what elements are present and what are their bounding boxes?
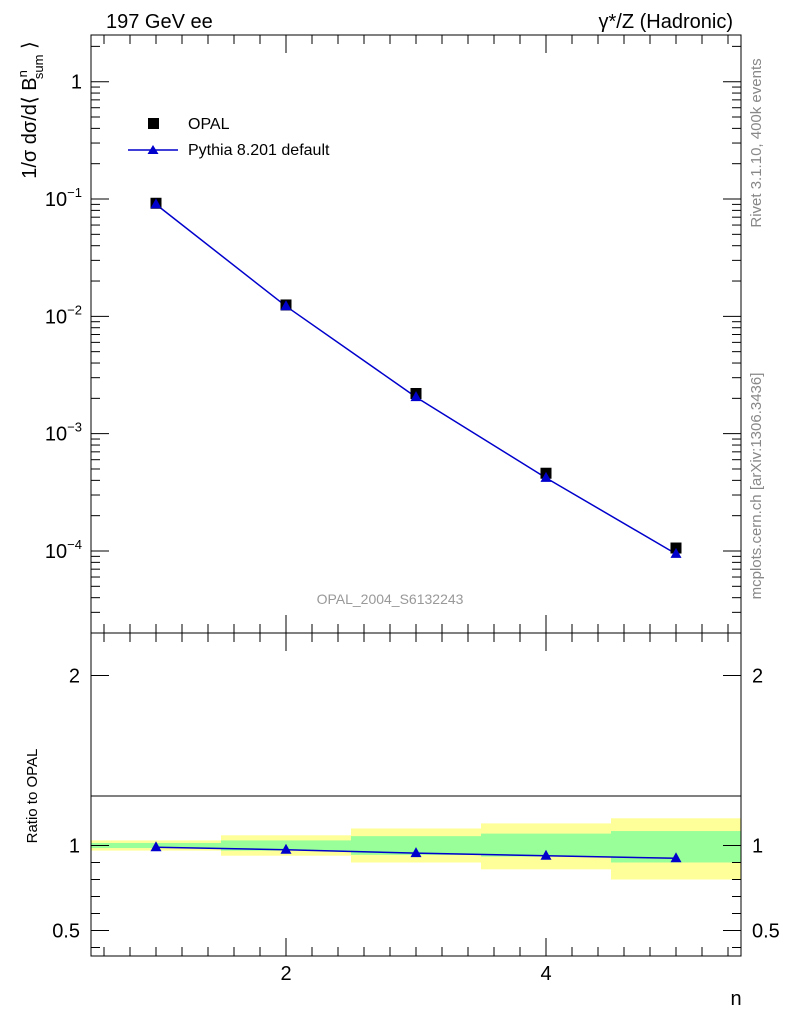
mcplots-label: mcplots.cern.ch [arXiv:1306.3436] [748,373,765,600]
x-axis-label: n [730,988,741,1010]
right-title: γ*/Z (Hadronic) [599,11,733,33]
main-y-tick-labels: 1 10−1 10−2 10−3 10−4 [45,72,82,563]
main-ytick-label: 10−3 [45,420,82,446]
left-title: 197 GeV ee [106,11,213,33]
mc-point-ratio [280,843,292,854]
legend: OPAL Pythia 8.201 default [128,116,330,159]
main-series [150,197,682,558]
xtick-label: 4 [540,963,551,985]
ratio-ytick-label-left: 0.5 [52,921,80,943]
mc-point-main [280,300,292,311]
ratio-y-tick-labels: 0.5 0.5 1 1 2 2 [52,666,780,943]
mc-point-main [410,391,422,402]
mc-point-main [150,198,162,209]
band-inner [351,836,481,855]
mc-point-ratio [540,849,552,860]
rivet-label: Rivet 3.1.10, 400k events [748,58,765,227]
ratio-ytick-label-right: 2 [752,666,763,688]
xtick-label: 2 [280,963,291,985]
main-ytick-label: 10−1 [45,185,82,211]
mc-point-ratio [670,852,682,863]
main-ytick-label: 10−4 [45,537,82,563]
band-inner [481,833,611,857]
mc-point-main [670,547,682,558]
ratio-series [150,841,682,863]
watermark: OPAL_2004_S6132243 [317,591,464,607]
ratio-ytick-label-right: 0.5 [752,921,780,943]
ratio-ytick-label-left: 2 [69,666,80,688]
ratio-ytick-label-right: 1 [752,836,763,858]
svg-text:1/σ dσ/d⟨ Bnsum ⟩: 1/σ dσ/d⟨ Bnsum ⟩ [15,41,46,179]
ratio-axis-ticks [91,633,741,956]
legend-opal-label: OPAL [188,116,230,133]
main-ytick-label: 10−2 [45,302,82,328]
mc-point-ratio [150,841,162,852]
ratio-ytick-label-left: 1 [69,836,80,858]
legend-opal-marker [148,118,159,129]
ratio-frame [90,632,742,957]
legend-mc-label: Pythia 8.201 default [188,142,330,159]
main-ytick-label: 1 [71,72,82,94]
main-axis-ticks [91,35,741,634]
ratio-ylabel: Ratio to OPAL [24,749,41,844]
legend-mc-marker [147,145,159,154]
mc-point-ratio [410,847,422,858]
mc-point-main [540,471,552,482]
mc-line-main [155,203,677,555]
main-ylabel: 1/σ dσ/d⟨ Bnsum ⟩ [15,41,46,179]
